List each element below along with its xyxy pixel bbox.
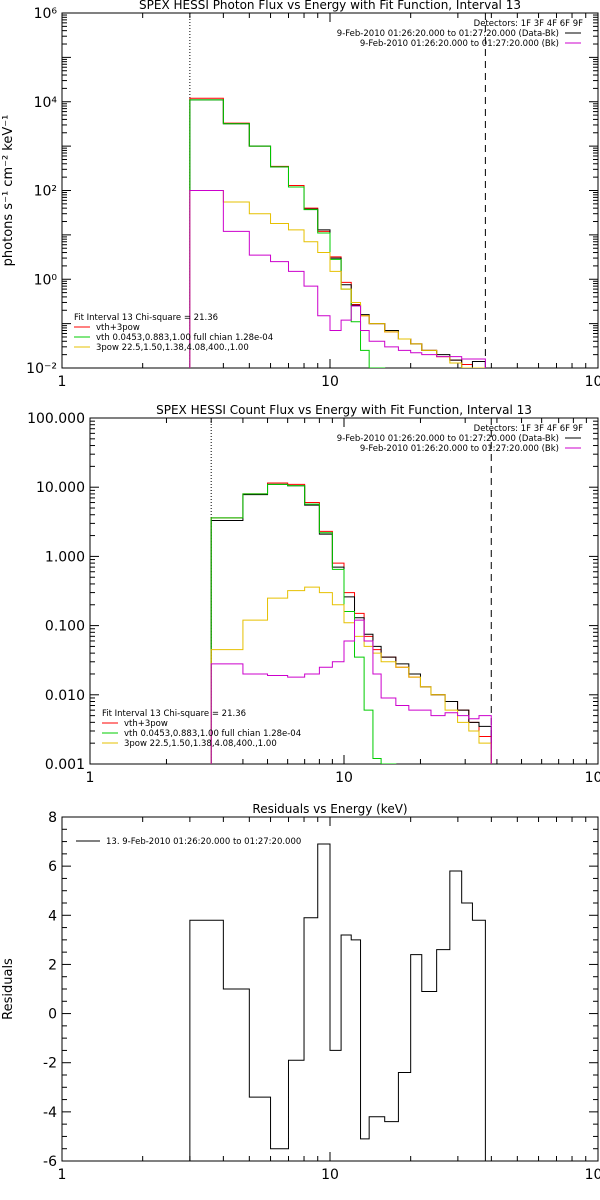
chart-title: SPEX HESSI Count Flux vs Energy with Fit… bbox=[156, 403, 532, 417]
x-tick-label: 10 bbox=[335, 770, 353, 786]
x-tick-label: 10 bbox=[321, 1167, 339, 1183]
y-tick-label: 10⁰ bbox=[34, 272, 58, 288]
y-tick-label: 10⁶ bbox=[34, 6, 58, 22]
chart-title: Residuals vs Energy (keV) bbox=[252, 802, 407, 816]
x-tick-label: 100 bbox=[585, 374, 600, 390]
fit-legend-entry-label: 3pow 22.5,1.50,1.38,4.08,400.,1.00 bbox=[124, 739, 277, 749]
y-tick-label: -6 bbox=[43, 1154, 57, 1170]
x-tick-label: 1 bbox=[86, 770, 95, 786]
series-line-thermal bbox=[189, 99, 386, 368]
y-tick-label: 10⁻² bbox=[26, 361, 57, 377]
series-line-total bbox=[189, 97, 486, 368]
photon-flux-panel: SPEX HESSI Photon Flux vs Energy with Fi… bbox=[1, 0, 600, 390]
x-tick-label: 100 bbox=[585, 1167, 600, 1183]
x-tick-label: 1 bbox=[58, 1167, 67, 1183]
series-line-total bbox=[210, 482, 492, 764]
legend-header: Detectors: 1F 3F 4F 6F 9F bbox=[474, 424, 583, 434]
series-line-thermal bbox=[210, 483, 397, 764]
series-line-residuals bbox=[189, 843, 486, 1161]
y-tick-label: -4 bbox=[43, 1105, 57, 1121]
count-flux-panel: SPEX HESSI Count Flux vs Energy with Fit… bbox=[27, 403, 600, 786]
legend-entry-label: 9-Feb-2010 01:26:20.000 to 01:27:20.000 … bbox=[360, 444, 559, 454]
y-tick-label: 0.001 bbox=[45, 757, 85, 773]
y-tick-label: 0.100 bbox=[45, 619, 85, 635]
legend-entry-label: 9-Feb-2010 01:26:20.000 to 01:27:20.000 … bbox=[337, 434, 559, 444]
x-tick-label: 1 bbox=[58, 374, 67, 390]
series-line-data bbox=[189, 99, 486, 368]
y-tick-label: 2 bbox=[48, 957, 57, 973]
y-tick-label: 10² bbox=[34, 184, 57, 200]
y-axis-label: Residuals bbox=[1, 958, 16, 1020]
series-group bbox=[189, 843, 486, 1161]
fit-legend-entry-label: vth 0.0453,0.883,1.00 full chian 1.28e-0… bbox=[124, 729, 301, 739]
series-line-background bbox=[189, 190, 486, 368]
y-tick-label: 6 bbox=[48, 859, 57, 875]
x-tick-label: 10 bbox=[321, 374, 339, 390]
y-tick-label: 0 bbox=[48, 1007, 57, 1023]
legend-entry-label: 9-Feb-2010 01:26:20.000 to 01:27:20.000 … bbox=[337, 29, 559, 39]
legend-entry-label: 9-Feb-2010 01:26:20.000 to 01:27:20.000 … bbox=[360, 39, 559, 49]
series-line-data bbox=[210, 483, 492, 764]
y-tick-label: 10⁴ bbox=[34, 95, 58, 111]
fit-legend-entry-label: vth+3pow bbox=[96, 323, 140, 333]
y-tick-label: 10.000 bbox=[36, 480, 85, 496]
fit-legend-header: Fit Interval 13 Chi-square = 21.36 bbox=[74, 313, 218, 323]
series-group bbox=[210, 482, 492, 764]
y-tick-label: 8 bbox=[48, 810, 57, 826]
residuals-panel: Residuals vs Energy (keV) 1 10 100 -6 -4 -2 0 2 4… bbox=[1, 802, 600, 1183]
y-tick-label: 1.000 bbox=[45, 549, 85, 565]
fit-legend-entry-label: vth+3pow bbox=[124, 719, 168, 729]
fit-legend-entry-label: 3pow 22.5,1.50,1.38,4.08,400.,1.00 bbox=[96, 343, 249, 353]
y-tick-label: 100.000 bbox=[27, 411, 85, 427]
y-tick-label: -2 bbox=[43, 1056, 57, 1072]
chart-title: SPEX HESSI Photon Flux vs Energy with Fi… bbox=[139, 0, 521, 12]
fit-legend-entry-label: vth 0.0453,0.883,1.00 full chian 1.28e-0… bbox=[96, 333, 273, 343]
series-group bbox=[189, 97, 486, 368]
legend-entry-label: 13. 9-Feb-2010 01:26:20.000 to 01:27:20.… bbox=[106, 837, 301, 847]
fit-legend-header: Fit Interval 13 Chi-square = 21.36 bbox=[102, 709, 246, 719]
y-tick-label: 4 bbox=[48, 908, 57, 924]
series-line-background bbox=[210, 619, 492, 764]
y-axis-label: photons s⁻¹ cm⁻² keV⁻¹ bbox=[1, 115, 16, 267]
legend-header: Detectors: 1F 3F 4F 6F 9F bbox=[474, 19, 583, 29]
x-tick-label: 100 bbox=[585, 770, 600, 786]
y-tick-label: 0.010 bbox=[45, 688, 85, 704]
